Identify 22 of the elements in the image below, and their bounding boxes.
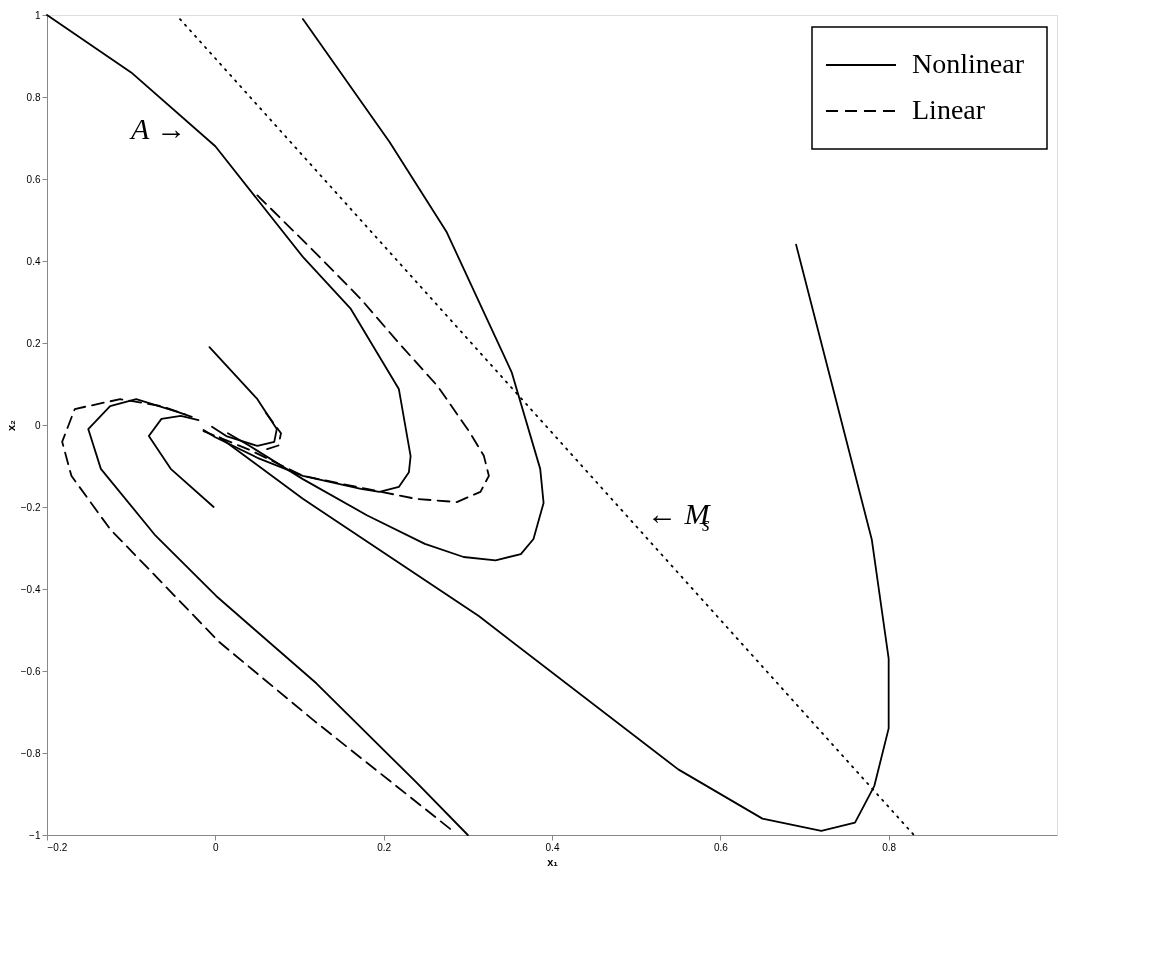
y-tick-label: 0.6 xyxy=(26,173,41,185)
y-tick-label: 0.8 xyxy=(26,91,41,103)
x-axis-title: x₁ xyxy=(547,855,559,868)
y-tick-label: 1 xyxy=(34,9,41,21)
annotation: A → xyxy=(129,112,187,145)
x-tick-label: 0.2 xyxy=(377,841,392,853)
y-tick-label: −0.8 xyxy=(20,747,41,759)
y-tick-label: 0.2 xyxy=(26,337,41,349)
y-axis-title: x₂ xyxy=(4,419,17,432)
x-tick-label: 0.8 xyxy=(882,841,897,853)
x-tick-label: 0 xyxy=(213,841,220,853)
legend-label: Linear xyxy=(912,94,986,125)
y-tick-label: 0 xyxy=(34,419,41,431)
x-tick-label: −0.2 xyxy=(47,841,68,853)
y-tick-label: −1 xyxy=(29,829,41,841)
y-tick-label: −0.4 xyxy=(20,583,41,595)
x-tick-label: 0.4 xyxy=(545,841,560,853)
x-tick-label: 0.6 xyxy=(713,841,729,853)
legend-label: Nonlinear xyxy=(912,48,1025,79)
y-tick-label: −0.2 xyxy=(20,501,41,513)
y-tick-label: −0.6 xyxy=(20,665,41,677)
y-tick-label: 0.4 xyxy=(26,255,41,267)
